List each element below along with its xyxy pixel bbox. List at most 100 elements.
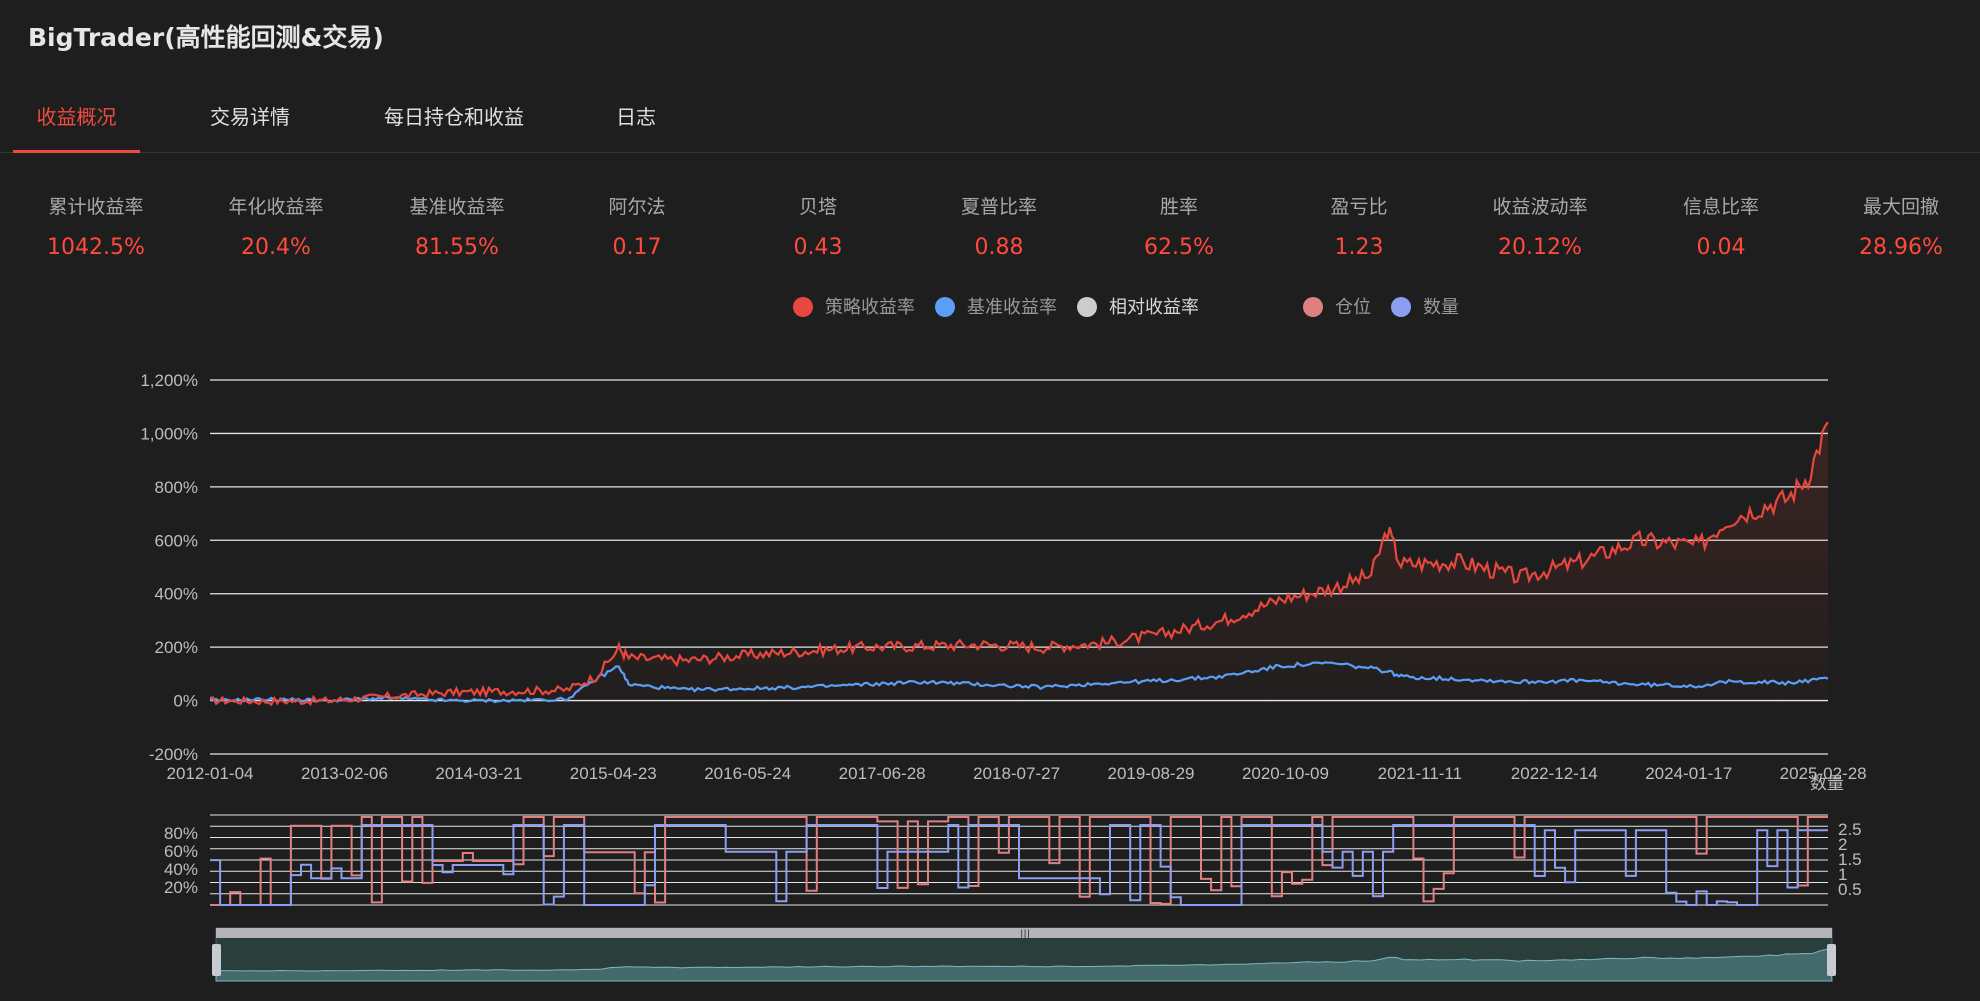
x-tick-label: 2016-05-24 xyxy=(704,764,791,783)
y-tick-label: 600% xyxy=(155,531,198,550)
metric-benchmark-return: 基准收益率 81.55% xyxy=(372,192,542,260)
metric-sharpe: 夏普比率 0.88 xyxy=(914,192,1084,260)
x-tick-label: 2019-08-29 xyxy=(1108,764,1195,783)
benchmark-return-line xyxy=(209,661,1829,704)
legend-dot-icon xyxy=(1077,296,1097,317)
metric-label: 信息比率 xyxy=(1682,196,1759,218)
metric-label: 累计收益率 xyxy=(48,196,144,218)
tab-trade-details[interactable]: 交易详情 xyxy=(210,105,290,129)
metric-cumulative-return: 累计收益率 1042.5% xyxy=(11,192,181,260)
x-tick-label: 2018-07-27 xyxy=(973,764,1060,783)
strategy-area xyxy=(210,422,1828,705)
metric-win-rate: 胜率 62.5% xyxy=(1094,192,1264,260)
datazoom-mini-line xyxy=(215,948,1833,982)
x-tick-label: 2017-06-28 xyxy=(839,764,926,783)
legend-quantity[interactable]: 数量 xyxy=(1391,294,1459,322)
quantity-y-axis: 0.511.522.5 xyxy=(1838,820,1862,899)
metric-beta: 贝塔 0.43 xyxy=(733,192,903,260)
metric-profit-loss-ratio: 盈亏比 1.23 xyxy=(1274,192,1444,260)
tab-overview[interactable]: 收益概况 xyxy=(13,84,140,153)
metric-label: 收益波动率 xyxy=(1492,196,1588,218)
metric-label: 基准收益率 xyxy=(409,196,505,218)
x-tick-label: 2025-02-28 xyxy=(1780,764,1867,783)
quantity-axis-title: 数量 xyxy=(1810,774,1844,793)
legend-relative-return[interactable]: 相对收益率 xyxy=(1077,294,1199,322)
legend-label: 相对收益率 xyxy=(1109,297,1199,318)
quantity-line xyxy=(210,824,1828,906)
metric-max-drawdown: 最大回撤 28.96% xyxy=(1816,192,1980,260)
metric-label: 年化收益率 xyxy=(228,196,324,218)
legend-position[interactable]: 仓位 xyxy=(1303,294,1371,322)
datazoom-drag-bar[interactable] xyxy=(216,928,1832,938)
quantity-tick-label: 1.5 xyxy=(1838,850,1862,869)
x-tick-label: 2024-01-17 xyxy=(1645,764,1732,783)
metric-label: 贝塔 xyxy=(798,196,837,218)
legend-dot-icon xyxy=(935,296,955,317)
metric-value: 0.17 xyxy=(612,235,662,260)
metric-value: 62.5% xyxy=(1144,235,1214,260)
metric-information-ratio: 信息比率 0.04 xyxy=(1636,192,1806,260)
quantity-tick-label: 2.5 xyxy=(1838,820,1862,839)
position-tick-label: 80% xyxy=(164,824,198,843)
y-tick-label: 200% xyxy=(155,638,198,657)
legend-dot-icon xyxy=(793,296,813,317)
returns-chart: -200% 0% 200% 400% 600% 800% 1,000% 1,200% 2012… xyxy=(140,371,1866,783)
y-tick-label: -200% xyxy=(149,745,198,764)
metric-value: 1.23 xyxy=(1334,235,1384,260)
legend-label: 策略收益率 xyxy=(825,297,915,318)
metric-volatility: 收益波动率 20.12% xyxy=(1455,192,1625,260)
app-title: BigTrader(高性能回测&交易) xyxy=(28,23,384,52)
metric-value: 28.96% xyxy=(1859,235,1943,260)
legend-dot-icon xyxy=(1303,296,1323,317)
metric-alpha: 阿尔法 0.17 xyxy=(552,192,722,260)
x-tick-label: 2013-02-06 xyxy=(301,764,388,783)
tab-logs[interactable]: 日志 xyxy=(616,105,656,129)
legend-strategy-return[interactable]: 策略收益率 xyxy=(793,294,915,322)
position-chart: 20%40%60%80% 0.511.522.5 数量 xyxy=(164,774,1862,906)
datazoom-left-handle[interactable] xyxy=(212,944,221,976)
x-tick-label: 2014-03-21 xyxy=(435,764,522,783)
metric-label: 阿尔法 xyxy=(608,196,666,218)
metric-value: 0.04 xyxy=(1696,235,1746,260)
metric-label: 最大回撤 xyxy=(1862,196,1939,218)
legend-label: 基准收益率 xyxy=(967,297,1057,318)
metric-label: 盈亏比 xyxy=(1330,196,1388,218)
x-tick-label: 2015-04-23 xyxy=(570,764,657,783)
datazoom-slider[interactable]: ||| xyxy=(212,927,1836,982)
returns-y-axis: -200% 0% 200% 400% 600% 800% 1,000% 1,200% xyxy=(140,371,198,764)
position-tick-label: 20% xyxy=(164,878,198,897)
quantity-tick-label: 2 xyxy=(1838,835,1847,854)
legend-benchmark-return[interactable]: 基准收益率 xyxy=(935,294,1057,322)
metric-value: 1042.5% xyxy=(47,235,145,260)
tab-bar: 收益概况 交易详情 每日持仓和收益 日志 xyxy=(0,84,1980,153)
quantity-tick-label: 0.5 xyxy=(1838,880,1862,899)
x-tick-label: 2021-11-11 xyxy=(1378,764,1462,783)
drag-grip-icon: ||| xyxy=(1020,929,1030,940)
strategy-return-line xyxy=(209,421,1829,707)
legend-dot-icon xyxy=(1391,296,1411,317)
metric-value: 20.12% xyxy=(1498,235,1582,260)
position-line xyxy=(210,816,1828,906)
y-tick-label: 1,200% xyxy=(140,371,198,390)
metric-value: 0.43 xyxy=(793,235,843,260)
y-tick-label: 0% xyxy=(173,692,198,711)
legend-label: 仓位 xyxy=(1335,297,1371,318)
position-tick-label: 60% xyxy=(164,842,198,861)
legend-label: 数量 xyxy=(1423,297,1459,318)
x-tick-label: 2022-12-14 xyxy=(1511,764,1598,783)
position-tick-label: 40% xyxy=(164,860,198,879)
x-tick-label: 2020-10-09 xyxy=(1242,764,1329,783)
metric-value: 0.88 xyxy=(974,235,1024,260)
metric-annual-return: 年化收益率 20.4% xyxy=(191,192,361,260)
position-y-axis: 20%40%60%80% xyxy=(164,824,198,897)
y-tick-label: 800% xyxy=(155,478,198,497)
returns-x-axis: 2012-01-04 2013-02-06 2014-03-21 2015-04-23… xyxy=(167,764,1867,783)
tab-daily-positions[interactable]: 每日持仓和收益 xyxy=(384,105,524,129)
x-tick-label: 2012-01-04 xyxy=(167,764,254,783)
y-tick-label: 1,000% xyxy=(140,424,198,443)
y-tick-label: 400% xyxy=(155,585,198,604)
datazoom-right-handle[interactable] xyxy=(1827,944,1836,976)
metric-label: 胜率 xyxy=(1159,196,1198,218)
quantity-tick-label: 1 xyxy=(1838,865,1847,884)
